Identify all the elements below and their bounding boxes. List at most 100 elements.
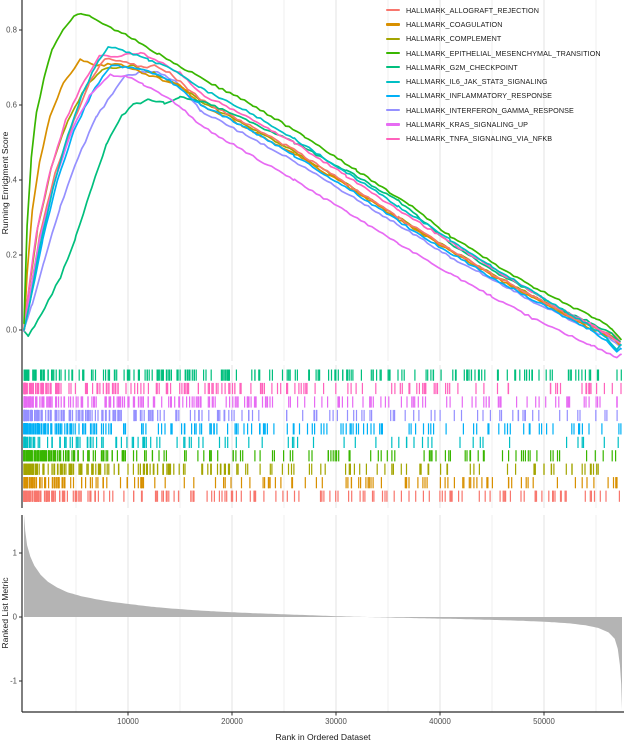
rug-tick	[108, 382, 110, 395]
rug-tick	[288, 369, 290, 381]
rug-tick	[103, 450, 105, 462]
rug-tick	[578, 369, 580, 381]
rug-tick	[92, 382, 94, 395]
rug-tick	[334, 369, 336, 381]
rug-tick	[179, 382, 181, 395]
rug-tick	[168, 396, 170, 408]
rug-tick	[23, 423, 25, 435]
rug-tick	[195, 369, 197, 381]
rug-tick	[189, 396, 191, 408]
rug-tick	[95, 463, 97, 475]
rug-tick	[618, 490, 620, 502]
rug-tick	[394, 409, 396, 422]
rug-tick	[219, 409, 221, 422]
rug-tick	[57, 423, 59, 435]
rug-tick	[44, 423, 46, 435]
rug-tick	[311, 450, 313, 462]
rug-tick	[596, 463, 598, 475]
rug-tick	[178, 409, 180, 422]
rug-tick	[581, 477, 583, 489]
rug-tick	[157, 423, 159, 435]
rug-tick	[535, 396, 537, 408]
rug-tick	[70, 423, 72, 435]
rug-tick	[52, 450, 54, 462]
rug-tick	[532, 477, 534, 489]
rug-tick	[55, 369, 57, 381]
rug-tick	[320, 463, 322, 475]
rug-tick	[346, 369, 349, 381]
rug-tick	[509, 490, 511, 502]
rug-tick	[45, 450, 47, 462]
rug-tick	[176, 369, 178, 381]
rug-tick	[320, 423, 322, 435]
rug-tick	[293, 436, 295, 448]
rug-tick	[249, 477, 251, 489]
rug-tick	[384, 490, 386, 502]
xtick-label: 10000	[117, 717, 139, 726]
rug-tick	[262, 477, 264, 489]
rug-tick	[24, 490, 26, 502]
rug-tick	[287, 382, 289, 395]
rug-tick	[405, 477, 407, 489]
rug-tick	[228, 369, 230, 381]
rug-tick	[426, 477, 428, 489]
rug-tick	[37, 490, 39, 502]
rug-tick	[28, 450, 30, 462]
rug-row-HALLMARK_ALLOGRAFT_REJECTION	[23, 490, 620, 502]
rug-tick	[137, 382, 139, 395]
rug-tick	[31, 382, 33, 395]
rug-tick	[406, 436, 408, 448]
rug-tick	[247, 463, 249, 475]
rug-tick	[49, 450, 51, 462]
rug-tick	[77, 436, 79, 448]
rug-tick	[86, 463, 88, 475]
rug-tick	[102, 409, 104, 422]
rug-tick	[114, 409, 116, 422]
rug-tick	[384, 463, 386, 475]
gene-rug-panel	[23, 369, 622, 502]
rug-tick	[224, 369, 226, 381]
rug-tick	[346, 369, 348, 381]
rug-tick	[35, 423, 37, 435]
rug-tick	[237, 423, 239, 435]
rug-tick	[369, 396, 371, 408]
rug-tick	[439, 409, 441, 422]
rug-tick	[291, 436, 294, 448]
rug-tick	[94, 369, 97, 381]
rug-tick	[512, 409, 514, 422]
rug-tick	[335, 369, 337, 381]
rug-tick	[254, 450, 256, 462]
rug-tick	[39, 436, 41, 448]
rug-tick	[293, 463, 295, 475]
rug-tick	[168, 369, 170, 381]
rug-tick	[48, 396, 50, 408]
rug-tick	[423, 450, 425, 462]
rug-tick	[294, 369, 296, 381]
rug-tick	[482, 436, 484, 448]
rug-tick	[29, 423, 31, 435]
rug-tick	[297, 396, 299, 408]
rug-tick	[122, 450, 124, 462]
rug-tick	[78, 463, 80, 475]
rug-tick	[283, 450, 285, 462]
rug-tick	[522, 450, 524, 462]
rug-tick	[477, 409, 479, 422]
rug-tick	[581, 382, 583, 395]
rug-tick	[273, 423, 275, 435]
rug-tick	[379, 369, 381, 381]
rug-tick	[538, 409, 540, 422]
rug-tick	[64, 423, 66, 435]
rug-tick	[264, 423, 266, 435]
rug-tick	[581, 463, 583, 475]
rug-tick	[73, 450, 75, 462]
rug-tick	[163, 450, 165, 462]
rug-tick	[83, 369, 85, 381]
rug-tick	[82, 396, 84, 408]
rug-tick	[48, 450, 50, 462]
rug-tick	[104, 463, 106, 475]
rug-tick	[286, 369, 288, 381]
rug-tick	[550, 450, 552, 462]
rug-tick	[186, 396, 188, 408]
rug-tick	[289, 396, 291, 408]
rug-tick	[71, 436, 73, 448]
